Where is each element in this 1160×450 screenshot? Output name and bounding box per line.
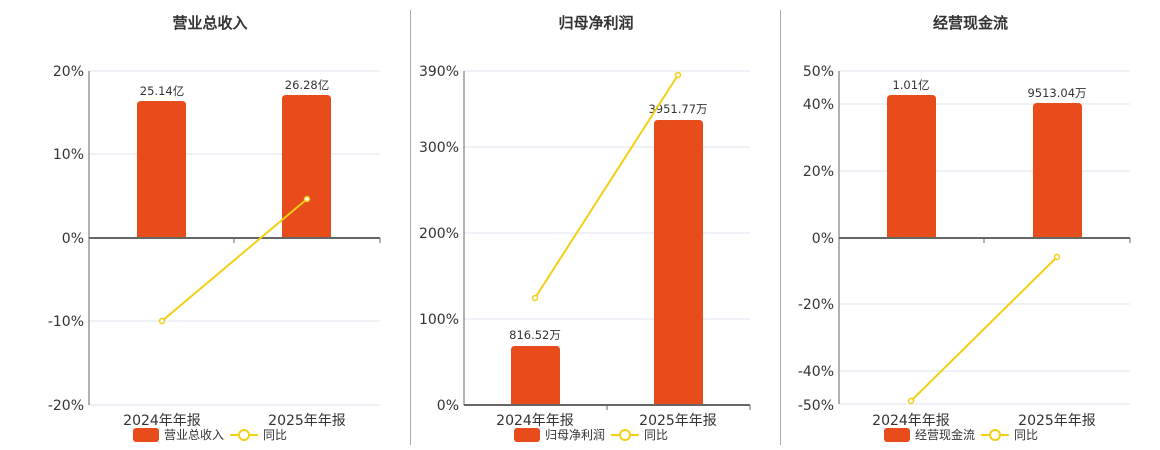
legend-item-line[interactable]: 同比 [981, 426, 1038, 443]
legend-item-bar[interactable]: 归母净利润 [513, 426, 605, 443]
chart-title: 营业总收入 [172, 14, 248, 32]
y-tick: 50% [803, 64, 834, 80]
bar-value-label: 9513.04万 [1027, 86, 1086, 100]
y-tick: 20% [803, 164, 834, 180]
y-tick: -10% [48, 314, 84, 330]
panel-divider [780, 10, 781, 445]
y-tick: -40% [798, 364, 834, 380]
yoy-line [910, 256, 1058, 402]
x-category-label: 2024年年报 [872, 413, 950, 429]
yoy-line [534, 74, 679, 299]
line-marker-icon [611, 428, 639, 441]
y-tick: 0% [437, 398, 459, 414]
y-tick: 100% [419, 312, 459, 328]
bar-value-label: 26.28亿 [285, 78, 329, 92]
chart-panel-revenue: 营业总收入 20% 10% 0% -10% -20% 25.14亿 26.28亿 [0, 0, 410, 450]
y-tick: 0% [812, 231, 834, 247]
legend-label: 归母净利润 [544, 428, 605, 442]
bar-2024[interactable] [511, 346, 560, 405]
gridlines [464, 70, 750, 320]
x-category-label: 2024年年报 [496, 413, 574, 429]
bar-value-label: 1.01亿 [892, 78, 929, 92]
chart-title: 经营现金流 [932, 14, 1008, 32]
x-category-label: 2024年年报 [123, 413, 201, 429]
y-tick: -50% [798, 398, 834, 414]
y-tick: -20% [798, 297, 834, 313]
yoy-line [161, 198, 308, 322]
y-tick: 300% [419, 140, 459, 156]
y-tick: -20% [48, 398, 84, 414]
panel-divider [410, 10, 411, 445]
chart-plot-area: 20% 10% 0% -10% -20% 25.14亿 26.28亿 2024年… [48, 64, 381, 429]
yoy-point[interactable] [674, 71, 682, 79]
bar-2024[interactable] [887, 95, 936, 238]
chart-legend: 经营现金流 同比 [781, 426, 1141, 443]
legend-label: 同比 [1014, 428, 1039, 442]
y-tick: 20% [53, 64, 84, 80]
bar-2025[interactable] [282, 95, 331, 238]
legend-label: 营业总收入 [163, 428, 224, 442]
gridlines [89, 70, 380, 406]
bar-swatch-icon [513, 427, 540, 442]
legend-item-line[interactable]: 同比 [611, 426, 668, 443]
yoy-point[interactable] [531, 294, 539, 302]
yoy-point[interactable] [907, 397, 915, 405]
legend-item-line[interactable]: 同比 [230, 426, 287, 443]
chart-legend: 营业总收入 同比 [10, 426, 410, 443]
y-tick: 40% [803, 97, 834, 113]
bar-2025[interactable] [654, 120, 703, 405]
legend-item-bar[interactable]: 经营现金流 [883, 426, 975, 443]
yoy-point[interactable] [1053, 253, 1061, 261]
chart-title: 归母净利润 [558, 14, 634, 32]
chart-legend: 归母净利润 同比 [411, 426, 771, 443]
gridlines [839, 70, 1130, 405]
legend-label: 同比 [644, 428, 669, 442]
bar-value-label: 816.52万 [509, 328, 561, 342]
y-tick: 390% [419, 64, 459, 80]
yoy-point[interactable] [158, 317, 166, 325]
x-category-label: 2025年年报 [639, 413, 717, 429]
line-marker-icon [981, 428, 1009, 441]
bar-2024[interactable] [137, 101, 186, 238]
bar-2025[interactable] [1033, 103, 1082, 238]
bar-swatch-icon [883, 427, 910, 442]
line-marker-icon [230, 428, 258, 441]
bar-value-label: 25.14亿 [140, 84, 184, 98]
legend-label: 同比 [263, 428, 288, 442]
bar-swatch-icon [132, 427, 159, 442]
legend-item-bar[interactable]: 营业总收入 [132, 426, 224, 443]
y-tick: 0% [62, 231, 84, 247]
bar-value-label: 3951.77万 [648, 102, 707, 116]
y-tick: 10% [53, 147, 84, 163]
x-category-label: 2025年年报 [1018, 413, 1096, 429]
y-tick: 200% [419, 226, 459, 242]
x-category-label: 2025年年报 [268, 413, 346, 429]
legend-label: 经营现金流 [914, 428, 975, 442]
yoy-point[interactable] [303, 195, 311, 203]
